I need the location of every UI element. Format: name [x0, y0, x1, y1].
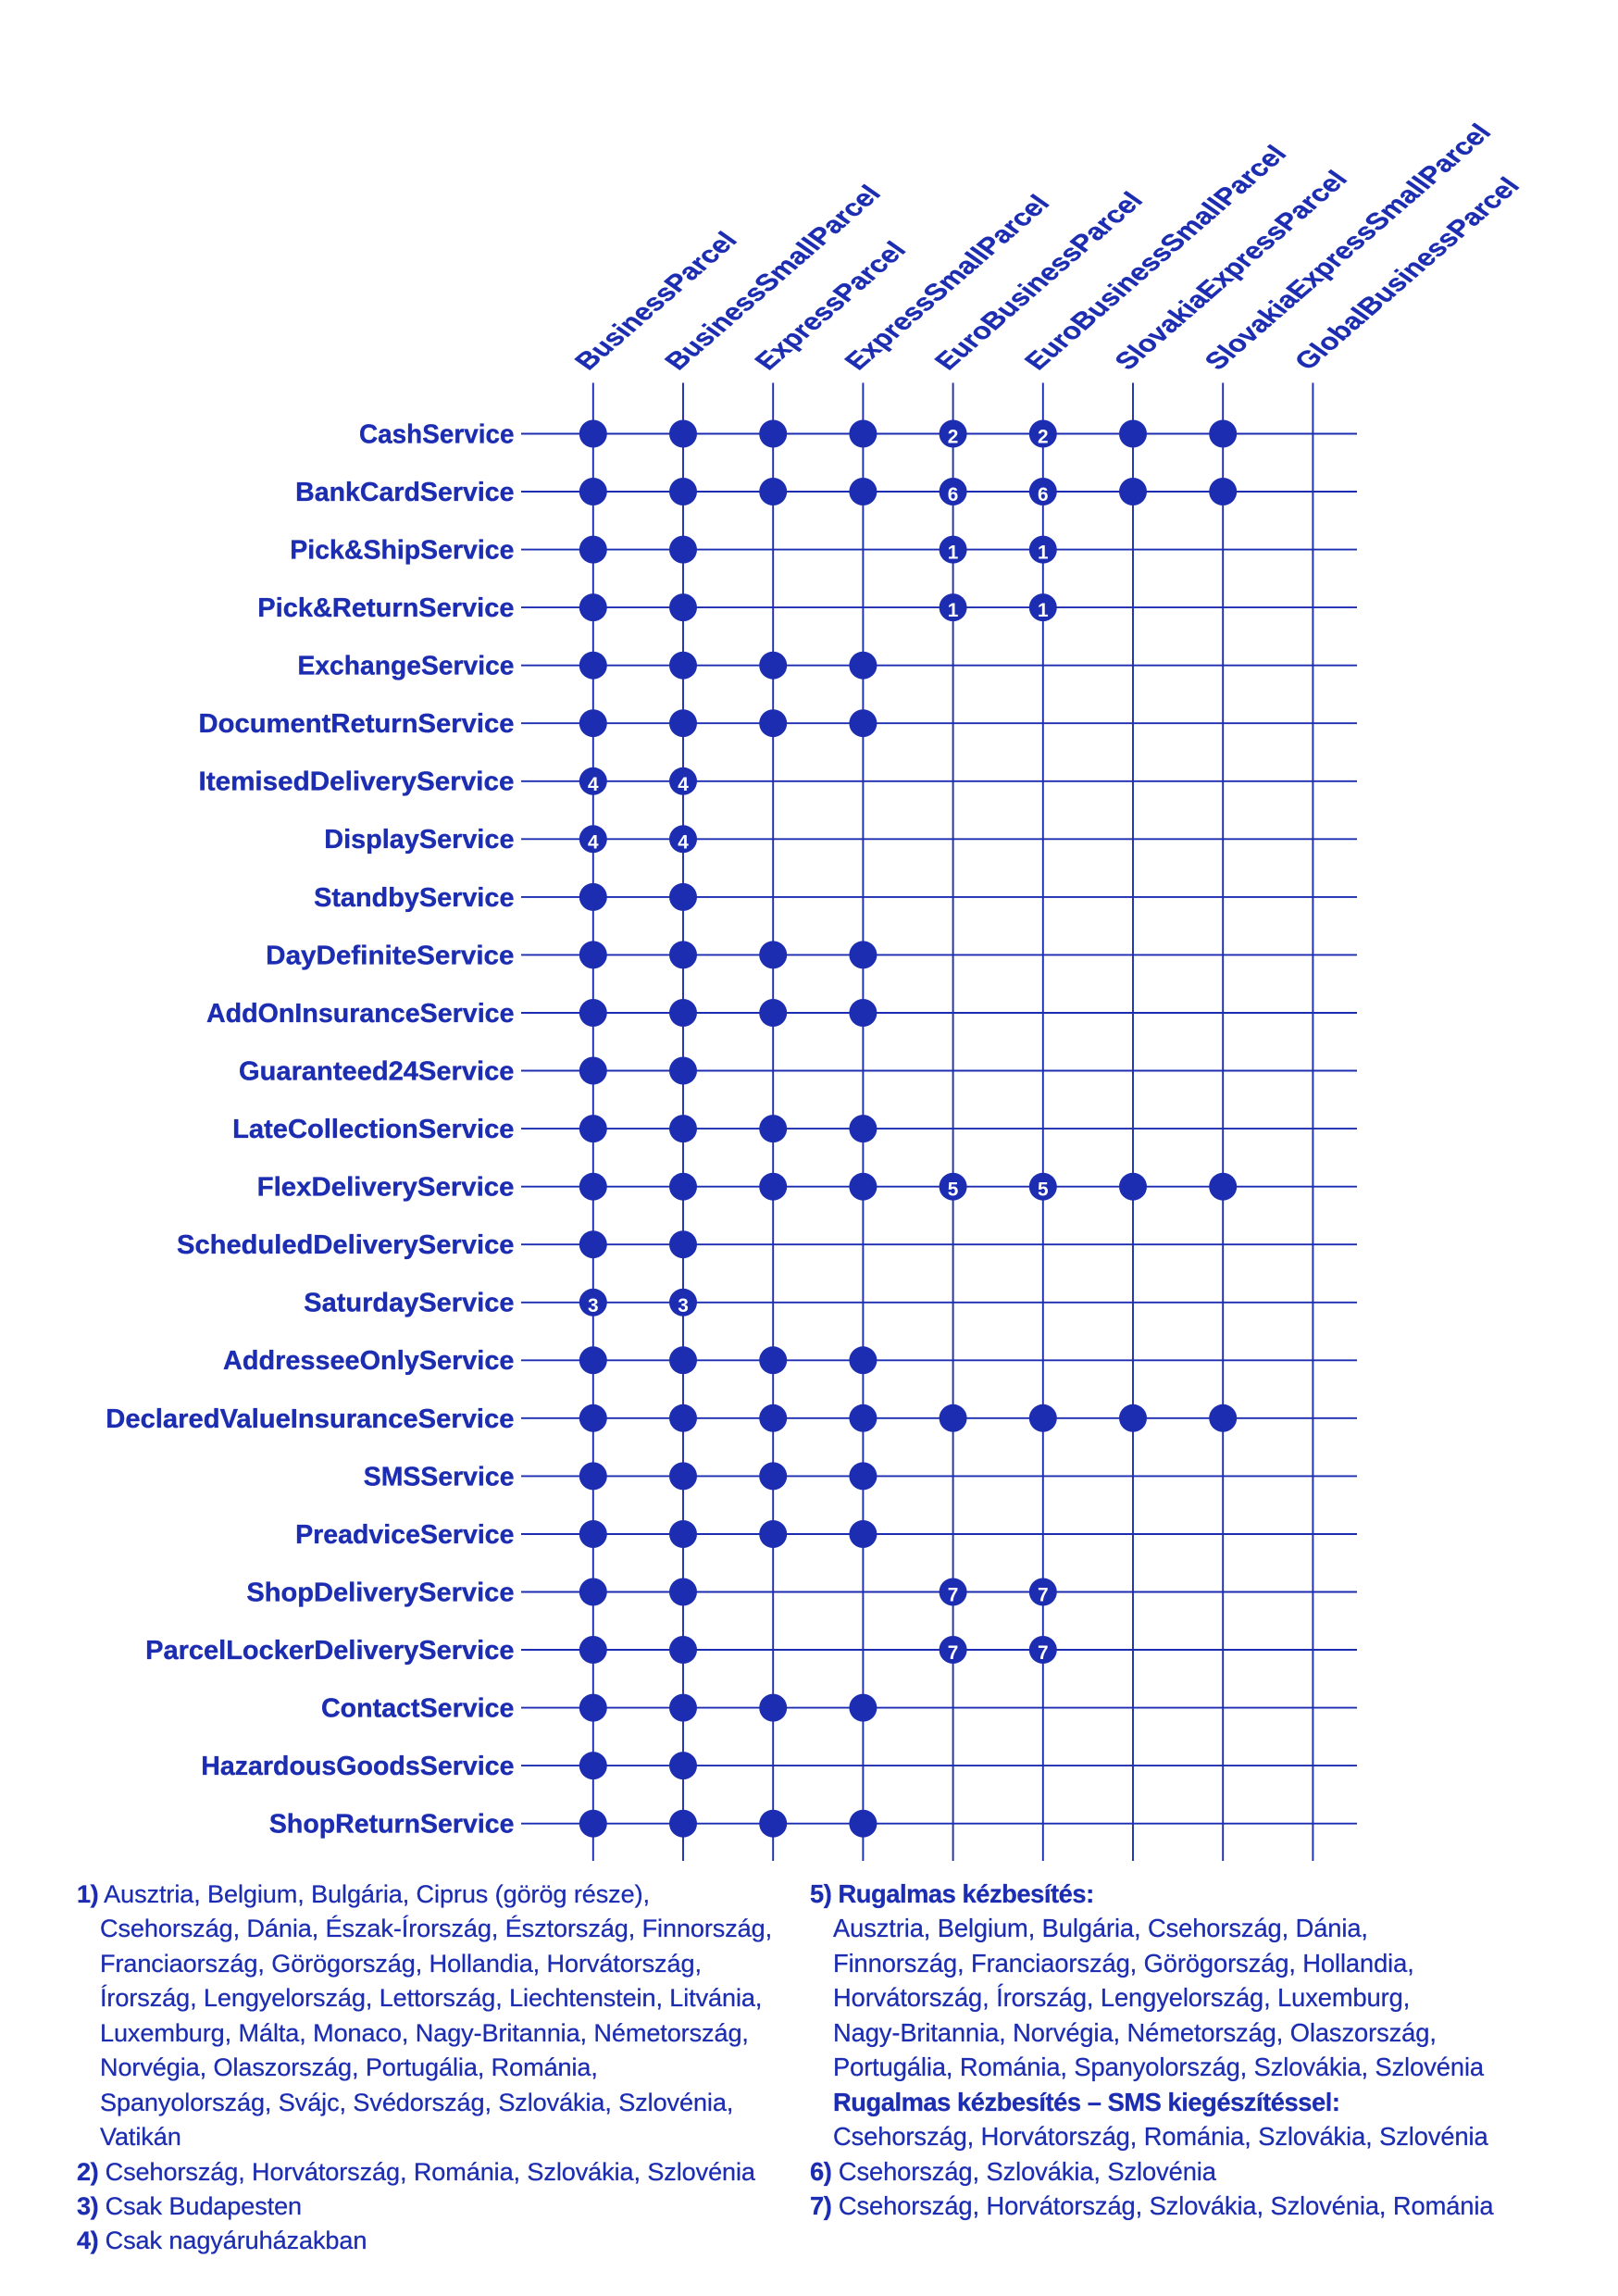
svg-text:5: 5: [948, 1179, 959, 1201]
svg-text:DeclaredValueInsuranceService: DeclaredValueInsuranceService: [106, 1404, 514, 1434]
svg-text:HazardousGoodsService: HazardousGoodsService: [201, 1752, 514, 1781]
svg-text:5: 5: [1038, 1179, 1049, 1201]
svg-text:BankCardService: BankCardService: [295, 478, 514, 507]
svg-text:6: 6: [1038, 484, 1049, 505]
svg-text:FlexDeliveryService: FlexDeliveryService: [257, 1173, 515, 1203]
svg-text:CashService: CashService: [359, 419, 515, 449]
svg-text:Pick&ReturnService: Pick&ReturnService: [257, 593, 514, 623]
svg-text:ParcelLockerDeliveryService: ParcelLockerDeliveryService: [145, 1636, 514, 1666]
svg-text:ShopReturnService: ShopReturnService: [269, 1810, 515, 1840]
svg-text:ItemisedDeliveryService: ItemisedDeliveryService: [199, 767, 515, 797]
svg-text:7: 7: [948, 1642, 959, 1664]
svg-text:7: 7: [948, 1585, 959, 1606]
svg-text:SMSService: SMSService: [364, 1462, 515, 1491]
svg-text:AddresseeOnlyService: AddresseeOnlyService: [223, 1346, 515, 1376]
svg-text:1: 1: [948, 600, 959, 621]
svg-text:2: 2: [1038, 427, 1049, 448]
svg-text:7: 7: [1038, 1585, 1049, 1606]
svg-text:BusinessParcel: BusinessParcel: [569, 228, 743, 375]
svg-text:ExchangeService: ExchangeService: [298, 652, 515, 681]
svg-text:4: 4: [678, 831, 689, 853]
svg-text:4: 4: [588, 774, 599, 795]
svg-text:6: 6: [948, 484, 959, 505]
svg-text:1: 1: [948, 543, 959, 564]
svg-text:SaturdayService: SaturdayService: [304, 1289, 514, 1318]
svg-text:Pick&ShipService: Pick&ShipService: [290, 536, 514, 566]
svg-text:ScheduledDeliveryService: ScheduledDeliveryService: [177, 1230, 515, 1260]
svg-text:DisplayService: DisplayService: [324, 825, 514, 855]
svg-text:1: 1: [1038, 543, 1049, 564]
svg-text:LateCollectionService: LateCollectionService: [232, 1115, 514, 1144]
svg-text:3: 3: [678, 1295, 689, 1316]
svg-text:StandbyService: StandbyService: [314, 883, 514, 913]
svg-text:AddOnInsuranceService: AddOnInsuranceService: [206, 999, 515, 1029]
svg-text:1: 1: [1038, 600, 1049, 621]
svg-text:Guaranteed24Service: Guaranteed24Service: [239, 1057, 515, 1087]
svg-text:4: 4: [588, 831, 599, 853]
svg-text:7: 7: [1038, 1642, 1049, 1664]
svg-text:4: 4: [678, 774, 689, 795]
svg-text:DocumentReturnService: DocumentReturnService: [199, 709, 515, 739]
svg-text:ShopDeliveryService: ShopDeliveryService: [246, 1578, 514, 1607]
svg-text:3: 3: [588, 1295, 599, 1316]
svg-text:PreadviceService: PreadviceService: [295, 1520, 514, 1550]
svg-text:ContactService: ContactService: [321, 1694, 515, 1724]
svg-text:DayDefiniteService: DayDefiniteService: [266, 941, 514, 970]
svg-text:2: 2: [948, 427, 959, 448]
